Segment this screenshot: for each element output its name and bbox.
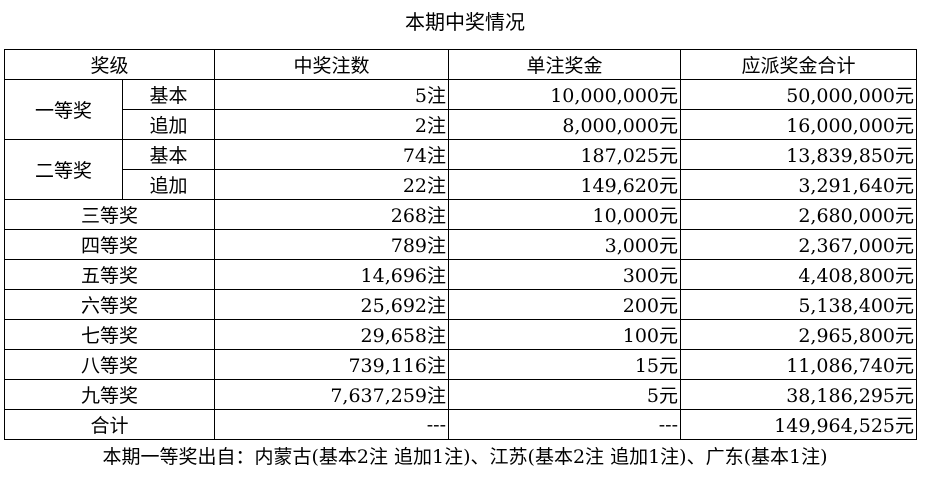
value-cell: 200元 (448, 289, 682, 320)
value-cell: 268注 (214, 199, 450, 230)
header-cell: 单注奖金 (448, 49, 682, 80)
table-row: 八等奖 739,116注 15元 11,086,740元 (3, 349, 918, 380)
value-cell: 789注 (214, 229, 450, 260)
value-cell: 50,000,000元 (680, 79, 918, 110)
value-cell: --- (448, 409, 682, 440)
level-cell: 六等奖 (3, 289, 216, 320)
value-cell: 5,138,400元 (680, 289, 918, 320)
header-cell: 应派奖金合计 (680, 49, 918, 80)
sub-level-cell: 基本 (121, 139, 216, 170)
value-cell: 5注 (214, 79, 450, 110)
value-cell: 7,637,259注 (214, 379, 450, 410)
value-cell: 15元 (448, 349, 682, 380)
value-cell: 38,186,295元 (680, 379, 918, 410)
level-cell: 四等奖 (3, 229, 216, 260)
value-cell: 2注 (214, 109, 450, 140)
table-row: 三等奖 268注 10,000元 2,680,000元 (3, 199, 918, 230)
table-row: 六等奖 25,692注 200元 5,138,400元 (3, 289, 918, 320)
value-cell: 300元 (448, 259, 682, 290)
value-cell: 10,000,000元 (448, 79, 682, 110)
table-row: 追加 2注 8,000,000元 16,000,000元 (5, 109, 918, 140)
value-cell: 187,025元 (448, 139, 682, 170)
table-body: 一等奖 基本 5注 10,000,000元 50,000,000元 追加 2注 8,000,0… (3, 79, 918, 440)
table-row: 二等奖 基本 74注 187,025元 13,839,850元 (4, 139, 918, 200)
value-cell: 8,000,000元 (448, 109, 682, 140)
value-cell: 5元 (448, 379, 682, 410)
value-cell: 3,000元 (448, 229, 682, 260)
level-cell: 八等奖 (3, 349, 216, 380)
value-cell: 2,367,000元 (680, 229, 918, 260)
value-cell: 74注 (214, 139, 450, 170)
header-row: 奖级 中奖注数 单注奖金 应派奖金合计 (3, 49, 918, 80)
value-cell: 25,692注 (214, 289, 450, 320)
level-cell: 一等奖 (4, 79, 123, 140)
value-cell: 3,291,640元 (680, 169, 918, 200)
table-row: 追加 22注 149,620元 3,291,640元 (5, 169, 918, 200)
table-row: 一等奖 基本 5注 10,000,000元 50,000,000元 (4, 79, 918, 140)
header-cell: 奖级 (3, 49, 216, 80)
header-cell: 中奖注数 (214, 49, 450, 80)
table-row: 九等奖 7,637,259注 5元 38,186,295元 (3, 379, 918, 410)
level-cell: 三等奖 (3, 199, 216, 230)
level-cell: 合计 (3, 409, 216, 440)
value-cell: 22注 (214, 169, 450, 200)
table-row: 四等奖 789注 3,000元 2,367,000元 (3, 229, 918, 260)
value-cell: 149,964,525元 (680, 409, 918, 440)
level-cell: 九等奖 (3, 379, 216, 410)
value-cell: 100元 (448, 319, 682, 350)
value-cell: 4,408,800元 (680, 259, 918, 290)
sub-level-cell: 追加 (121, 109, 216, 140)
table-row: 七等奖 29,658注 100元 2,965,800元 (3, 319, 918, 350)
footer-note: 本期一等奖出自：内蒙古(基本2注 追加1注)、江苏(基本2注 追加1注)、广东(… (102, 446, 828, 468)
value-cell: 149,620元 (448, 169, 682, 200)
value-cell: 2,680,000元 (680, 199, 918, 230)
sub-level-cell: 追加 (121, 169, 216, 200)
value-cell: 11,086,740元 (680, 349, 918, 380)
value-cell: 14,696注 (214, 259, 450, 290)
value-cell: 13,839,850元 (680, 139, 918, 170)
value-cell: 739,116注 (214, 349, 450, 380)
sub-level-cell: 基本 (121, 79, 216, 110)
level-cell: 二等奖 (4, 139, 123, 200)
level-cell: 七等奖 (3, 319, 216, 350)
value-cell: 10,000元 (448, 199, 682, 230)
value-cell: 2,965,800元 (680, 319, 918, 350)
table-row: 合计 --- --- 149,964,525元 (3, 409, 918, 440)
value-cell: 29,658注 (214, 319, 450, 350)
value-cell: --- (214, 409, 450, 440)
table-row: 五等奖 14,696注 300元 4,408,800元 (3, 259, 918, 290)
prize-table: 奖级 中奖注数 单注奖金 应派奖金合计 一等奖 基本 5注 10,000,000元 50,00… (3, 49, 918, 440)
level-cell: 五等奖 (3, 259, 216, 290)
value-cell: 16,000,000元 (680, 109, 918, 140)
title: 本期中奖情况 (405, 10, 525, 34)
